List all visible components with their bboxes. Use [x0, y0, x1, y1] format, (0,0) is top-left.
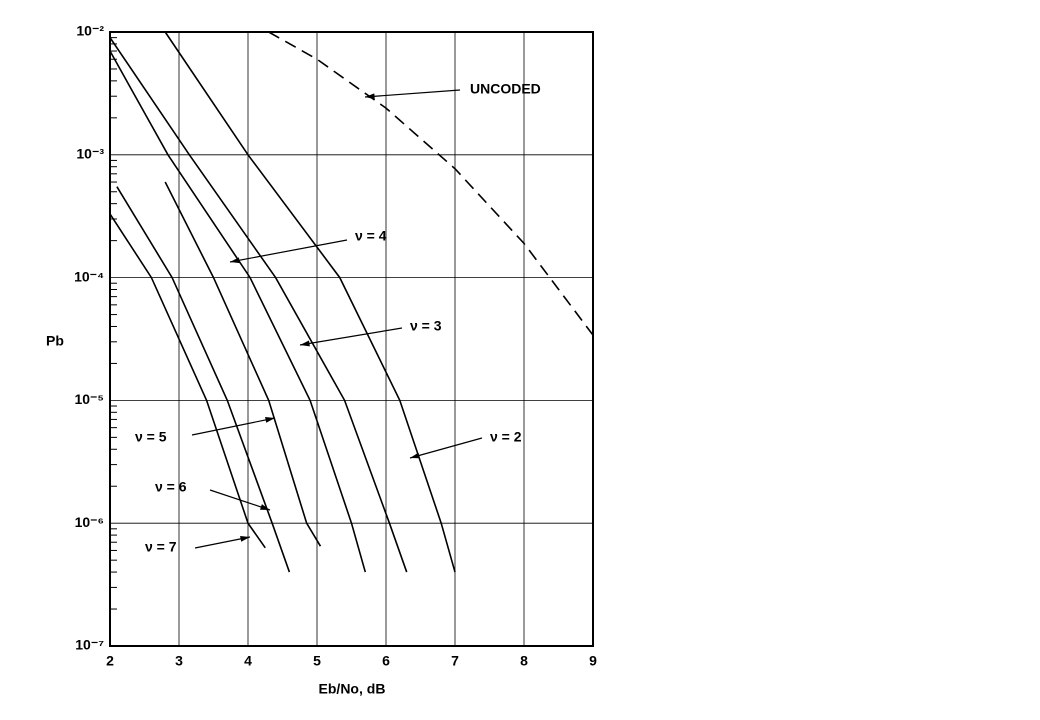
curve-label: ν = 7	[145, 539, 177, 555]
arrow-head	[410, 452, 420, 459]
curve-label: ν = 5	[135, 429, 167, 445]
arrow-head	[260, 504, 270, 510]
curve	[109, 37, 408, 573]
y-tick-label: 10⁻³	[76, 146, 104, 162]
arrow-head	[365, 93, 375, 100]
arrow-line	[191, 417, 276, 436]
arrow-head	[230, 257, 240, 264]
arrow-line	[364, 89, 461, 98]
y-tick-label: 10⁻⁴	[74, 268, 104, 284]
curve	[109, 213, 266, 549]
arrow-line	[229, 239, 348, 263]
x-tick-label: 6	[382, 653, 390, 669]
y-axis-label: Pb	[46, 333, 64, 349]
x-tick-label: 5	[313, 653, 321, 669]
y-tick-label: 10⁻⁵	[74, 391, 104, 407]
x-tick-label: 8	[520, 653, 528, 669]
x-axis-label: Eb/No, dB	[319, 681, 386, 697]
x-tick-label: 2	[106, 653, 114, 669]
curve	[164, 181, 322, 547]
x-tick-label: 4	[244, 653, 252, 669]
arrow-head	[265, 417, 275, 423]
curve-label: ν = 2	[490, 429, 522, 445]
arrow-line	[409, 437, 483, 459]
curve	[268, 31, 594, 336]
arrow-head	[300, 340, 310, 347]
x-tick-label: 7	[451, 653, 459, 669]
curve	[116, 186, 291, 573]
y-tick-label: 10⁻⁶	[75, 514, 104, 530]
y-tick-label: 10⁻⁷	[75, 637, 104, 653]
curve-label: ν = 3	[410, 318, 442, 334]
curve-label: UNCODED	[470, 81, 541, 97]
curve-label: ν = 6	[155, 479, 187, 495]
x-tick-label: 3	[175, 653, 183, 669]
curve	[164, 31, 456, 573]
curve	[109, 50, 367, 573]
curve-label: ν = 4	[355, 228, 387, 244]
y-tick-label: 10⁻²	[76, 23, 104, 39]
x-tick-label: 9	[589, 653, 597, 669]
arrow-head	[240, 535, 250, 542]
arrow-line	[299, 327, 403, 346]
plot-frame	[109, 31, 594, 647]
